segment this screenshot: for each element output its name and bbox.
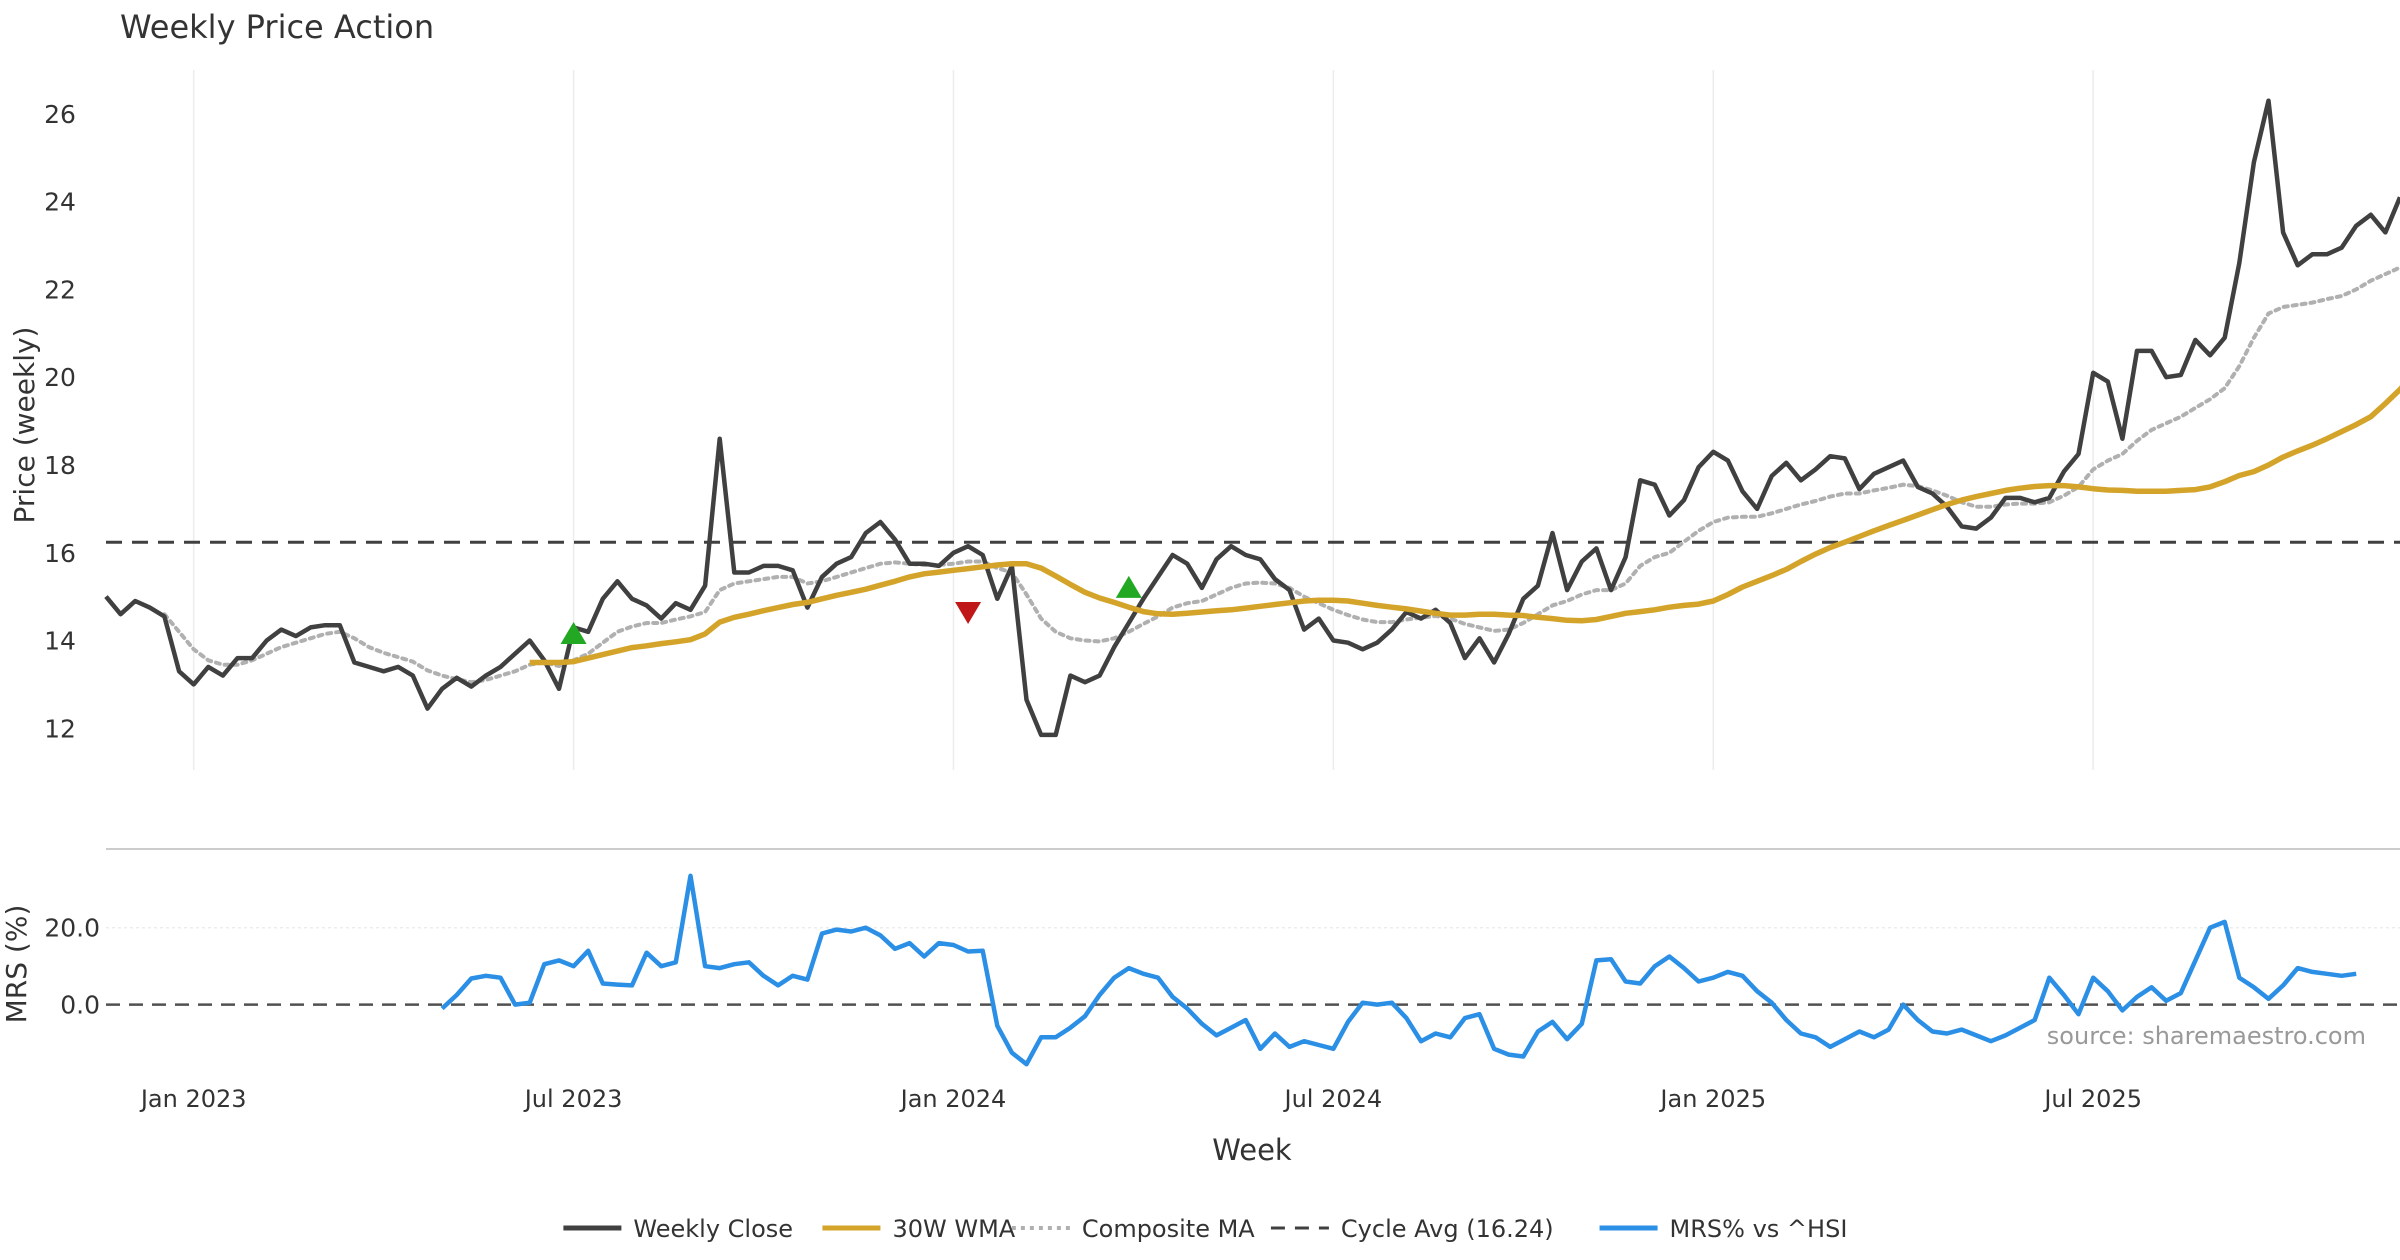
weekly-close-line bbox=[104, 98, 2400, 738]
mrs-y-tick-label: 20.0 bbox=[44, 914, 100, 943]
x-tick-label: Jan 2024 bbox=[899, 1085, 1007, 1113]
price-y-tick-label: 24 bbox=[44, 188, 76, 217]
price-axis-label: Price (weekly) bbox=[8, 327, 41, 524]
buy-signal-marker bbox=[560, 621, 587, 644]
legend-label: Composite MA bbox=[1082, 1215, 1255, 1243]
x-axis-label: Week bbox=[1212, 1133, 1292, 1167]
chart-title: Weekly Price Action bbox=[120, 8, 434, 46]
price-y-tick-label: 16 bbox=[44, 539, 76, 568]
buy-signal-marker bbox=[1115, 575, 1142, 598]
x-tick-label: Jan 2025 bbox=[1658, 1085, 1766, 1113]
x-tick-label: Jul 2023 bbox=[523, 1085, 623, 1113]
x-tick-label: Jul 2025 bbox=[2042, 1085, 2142, 1113]
price-y-tick-label: 22 bbox=[44, 275, 76, 304]
source-note: source: sharemaestro.com bbox=[2047, 1022, 2366, 1050]
legend-label: 30W WMA bbox=[892, 1215, 1015, 1243]
price-y-tick-label: 12 bbox=[44, 714, 76, 743]
legend-label: MRS% vs ^HSI bbox=[1670, 1215, 1848, 1243]
mrs-axis-label: MRS (%) bbox=[0, 905, 33, 1024]
price-y-tick-label: 14 bbox=[44, 627, 76, 656]
legend-label: Weekly Close bbox=[633, 1215, 793, 1243]
legend-label: Cycle Avg (16.24) bbox=[1341, 1215, 1554, 1243]
price-y-tick-label: 20 bbox=[44, 363, 76, 392]
x-tick-label: Jan 2023 bbox=[139, 1085, 247, 1113]
sell-signal-marker bbox=[955, 602, 982, 625]
price-y-tick-label: 26 bbox=[44, 100, 76, 129]
mrs-y-tick-label: 0.0 bbox=[60, 991, 100, 1020]
wma-30w-line bbox=[529, 385, 2400, 666]
price-y-tick-label: 18 bbox=[44, 451, 76, 480]
x-tick-label: Jul 2024 bbox=[1283, 1085, 1383, 1113]
mrs-line bbox=[440, 873, 2357, 1067]
